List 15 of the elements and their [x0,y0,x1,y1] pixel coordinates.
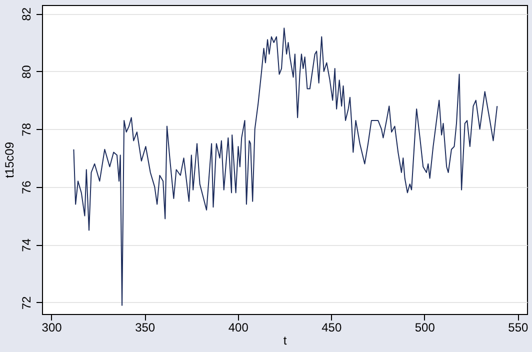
x-tick-label: 550 [508,320,529,334]
x-tick-label: 300 [42,320,62,334]
x-tick-label: 400 [228,320,249,334]
x-tick-label: 350 [135,320,156,334]
y-axis-title: t15c09 [2,142,16,178]
y-tick-label: 78 [20,122,34,136]
line-series [73,28,498,306]
y-tick-label: 80 [20,64,34,79]
y-tick-label: 72 [20,296,34,310]
y-tick-label: 82 [20,7,34,21]
x-tick-label: 500 [414,320,436,334]
x-axis-title: t [283,334,288,348]
x-tick-label: 450 [322,320,342,334]
y-tick-label: 76 [20,180,34,194]
y-tick-label: 74 [20,238,34,252]
